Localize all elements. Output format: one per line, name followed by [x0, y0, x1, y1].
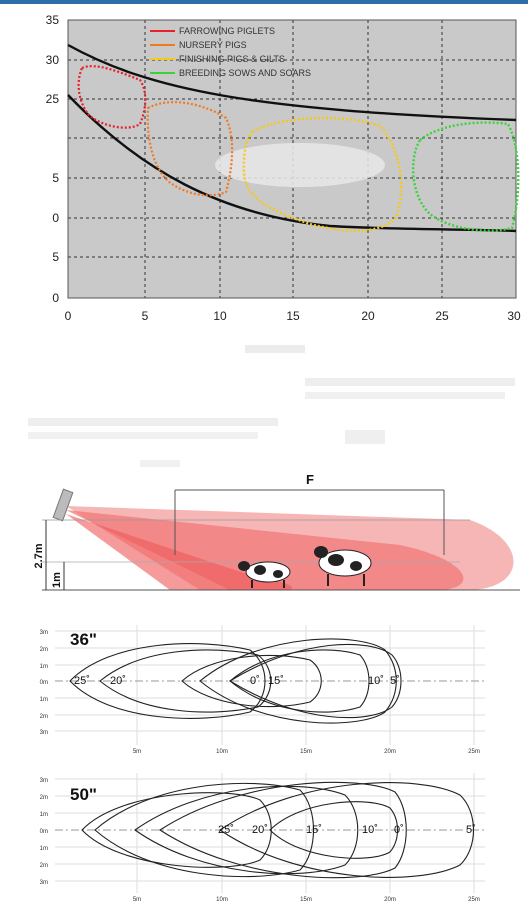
- y-tick: 1m: [40, 664, 48, 670]
- angle-label: 15˚: [306, 824, 322, 836]
- x-tick: 25m: [468, 897, 480, 903]
- angle-label: 10˚: [368, 675, 384, 687]
- zone-breeding-sows: [411, 121, 520, 232]
- y-tick: 2m: [40, 795, 48, 801]
- zone-farrowing-piglets: [77, 65, 147, 129]
- blurred-area: [215, 143, 385, 187]
- angle-label: 0˚: [250, 675, 260, 687]
- legend-label-nursery: NURSERY PIGS: [179, 40, 247, 50]
- x-tick: 20: [361, 309, 375, 323]
- y-tick: 2m: [40, 714, 48, 720]
- x-tick: 10m: [216, 749, 228, 755]
- angle-label: 15˚: [268, 675, 284, 687]
- angle-label: 5˚: [466, 824, 476, 836]
- y-tick: 25: [46, 92, 60, 106]
- y-tick: 0: [52, 291, 59, 305]
- x-tick: 15m: [300, 897, 312, 903]
- x-tick: 15m: [300, 749, 312, 755]
- y-tick: 3m: [40, 880, 48, 886]
- zone-nursery-pigs: [146, 101, 234, 197]
- y-tick: 5: [52, 250, 59, 264]
- x-tick: 30: [507, 309, 521, 323]
- top-accent-bar: [0, 0, 528, 4]
- legend-label-farrowing: FARROWING PIGLETS: [179, 26, 275, 36]
- plot-50-title: 50": [70, 785, 97, 804]
- blur-smudge: [140, 460, 180, 467]
- y-tick: 0: [52, 211, 59, 225]
- x-tick: 5m: [133, 749, 141, 755]
- y-tick: 3m: [40, 630, 48, 636]
- plot-36-area: [55, 625, 485, 745]
- y-tick: 1m: [40, 697, 48, 703]
- blur-smudge: [305, 392, 505, 399]
- x-tick: 10m: [216, 897, 228, 903]
- upper-envelope-curve: [67, 43, 517, 122]
- legend-label-finishing: FINISHING PIGS & GILTS: [179, 54, 285, 64]
- legend-label-breeding: BREEDING SOWS AND SOARS: [179, 68, 311, 78]
- blur-smudge: [345, 430, 385, 444]
- plot-50-contours: [81, 781, 475, 879]
- x-tick: 10: [213, 309, 227, 323]
- chart-legend: FARROWING PIGLETS NURSERY PIGS FINISHING…: [150, 26, 311, 78]
- lamp-fixture: [52, 488, 74, 522]
- y-tick: 35: [46, 13, 60, 27]
- mid-beam: [66, 510, 464, 590]
- cow-small: [238, 561, 291, 588]
- x-tick: 0: [65, 309, 72, 323]
- plot-50-area: [55, 773, 485, 893]
- y-tick: 3m: [40, 778, 48, 784]
- x-tick: 25: [435, 309, 449, 323]
- comfort-zone-chart: FARROWING PIGLETS NURSERY PIGS FINISHING…: [46, 13, 521, 323]
- angle-label: 25˚: [218, 824, 234, 836]
- x-tick: 20m: [384, 897, 396, 903]
- angle-label: 0˚: [394, 824, 404, 836]
- y-tick: 1m: [40, 812, 48, 818]
- height-low-label: 1m: [51, 572, 63, 588]
- angle-label: 20˚: [110, 675, 126, 687]
- angle-label: 10˚: [362, 824, 378, 836]
- x-tick: 15: [286, 309, 300, 323]
- y-tick: 1m: [40, 846, 48, 852]
- plot-36-contours: [69, 638, 402, 724]
- y-tick: 0m: [40, 680, 48, 686]
- outer-beam: [66, 506, 514, 590]
- cow-large: [314, 546, 372, 586]
- height-high-label: 2.7m: [33, 543, 45, 568]
- x-tick: 20m: [384, 749, 396, 755]
- blur-smudge: [305, 378, 515, 386]
- x-tick: 5m: [133, 897, 141, 903]
- x-tick: 25m: [468, 749, 480, 755]
- x-tick: 5: [142, 309, 149, 323]
- blur-smudge: [28, 432, 258, 439]
- y-tick: 0m: [40, 829, 48, 835]
- y-tick: 2m: [40, 647, 48, 653]
- blur-smudge: [28, 418, 278, 426]
- plot-36-title: 36": [70, 630, 97, 649]
- angle-label: 25˚: [74, 675, 90, 687]
- y-tick: 2m: [40, 863, 48, 869]
- angle-label: 20˚: [252, 824, 268, 836]
- blur-smudge: [245, 345, 305, 353]
- y-tick: 30: [46, 53, 60, 67]
- f-label: F: [306, 472, 314, 487]
- angle-label: 5˚: [390, 675, 400, 687]
- y-tick: 3m: [40, 730, 48, 736]
- inner-beam: [66, 514, 293, 590]
- y-tick: 5: [52, 171, 59, 185]
